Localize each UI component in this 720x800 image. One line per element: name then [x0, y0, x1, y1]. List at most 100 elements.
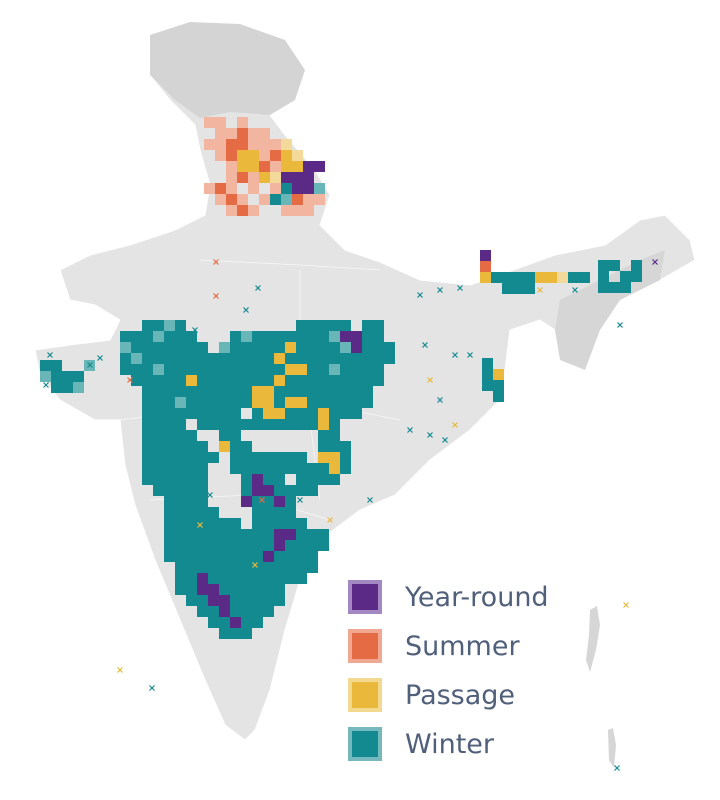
range-cell [241, 452, 252, 463]
occurrence-marker [127, 377, 133, 383]
occurrence-marker [192, 327, 198, 333]
range-cell [362, 353, 373, 364]
occurrence-marker [457, 285, 463, 291]
occurrence-marker [452, 422, 458, 428]
range-cell [598, 260, 609, 271]
range-cell [175, 386, 186, 397]
range-cell [131, 375, 142, 386]
range-cell [252, 529, 263, 540]
range-cell [241, 529, 252, 540]
range-cell [274, 562, 285, 573]
range-cell [215, 139, 226, 150]
range-cell [285, 408, 296, 419]
range-cell [175, 375, 186, 386]
range-cell [307, 551, 318, 562]
range-cell [230, 331, 241, 342]
occurrence-marker [182, 357, 188, 363]
range-cell [535, 272, 546, 283]
range-cell [186, 375, 197, 386]
range-cell [373, 375, 384, 386]
range-cell [362, 342, 373, 353]
range-cell [252, 463, 263, 474]
range-cell [318, 474, 329, 485]
range-cell [579, 272, 590, 283]
range-cell [226, 161, 237, 172]
range-cell [175, 551, 186, 562]
range-cell [263, 408, 274, 419]
range-cell [175, 364, 186, 375]
range-cell [153, 331, 164, 342]
range-cell [307, 474, 318, 485]
range-cell [285, 507, 296, 518]
range-cell [164, 551, 175, 562]
range-cell [142, 419, 153, 430]
range-cell [270, 194, 281, 205]
range-cell [164, 452, 175, 463]
range-cell [252, 353, 263, 364]
range-cell [296, 397, 307, 408]
range-cell [307, 562, 318, 573]
legend-item-winter: Winter [348, 725, 688, 765]
range-cell [208, 364, 219, 375]
range-cell [175, 397, 186, 408]
occurrence-markers [43, 259, 658, 771]
range-cell [175, 408, 186, 419]
range-cell [175, 463, 186, 474]
range-cell [274, 529, 285, 540]
range-cell [252, 397, 263, 408]
range-cell [164, 474, 175, 485]
range-cell [197, 595, 208, 606]
range-cell [318, 419, 329, 430]
range-cell [208, 606, 219, 617]
range-cell [197, 408, 208, 419]
range-cell [208, 408, 219, 419]
range-cell [153, 364, 164, 375]
range-cell [175, 430, 186, 441]
range-cell [318, 441, 329, 452]
range-cell [296, 353, 307, 364]
range-cell [219, 584, 230, 595]
range-cell [197, 364, 208, 375]
range-cell [384, 353, 395, 364]
range-cell [274, 375, 285, 386]
range-cell [329, 419, 340, 430]
range-cell [186, 485, 197, 496]
range-cell [318, 353, 329, 364]
range-cell [482, 380, 493, 391]
range-cell [175, 419, 186, 430]
range-cell [197, 386, 208, 397]
range-cell [274, 419, 285, 430]
range-cell [175, 540, 186, 551]
range-cell [274, 595, 285, 606]
range-cell [197, 551, 208, 562]
range-cell [620, 271, 631, 282]
range-cell [340, 408, 351, 419]
legend-item-year-round: Year-round [348, 578, 688, 618]
range-cell [307, 529, 318, 540]
range-cell [307, 331, 318, 342]
occurrence-marker [255, 285, 261, 291]
range-cell [340, 463, 351, 474]
range-cell [329, 353, 340, 364]
range-cell [351, 408, 362, 419]
range-cell [153, 320, 164, 331]
range-cell [296, 386, 307, 397]
range-cell [164, 529, 175, 540]
range-cell [362, 320, 373, 331]
range-cell [131, 331, 142, 342]
range-cell [285, 386, 296, 397]
range-cell [303, 205, 314, 216]
range-cell [384, 342, 395, 353]
range-cell [219, 606, 230, 617]
range-cell [208, 397, 219, 408]
range-cell [259, 128, 270, 139]
range-cell [153, 452, 164, 463]
range-cell [270, 139, 281, 150]
range-cell [131, 364, 142, 375]
range-cell [329, 342, 340, 353]
range-cell [142, 441, 153, 452]
range-cell [164, 463, 175, 474]
range-cell [153, 441, 164, 452]
range-cell [237, 205, 248, 216]
range-cell [197, 573, 208, 584]
